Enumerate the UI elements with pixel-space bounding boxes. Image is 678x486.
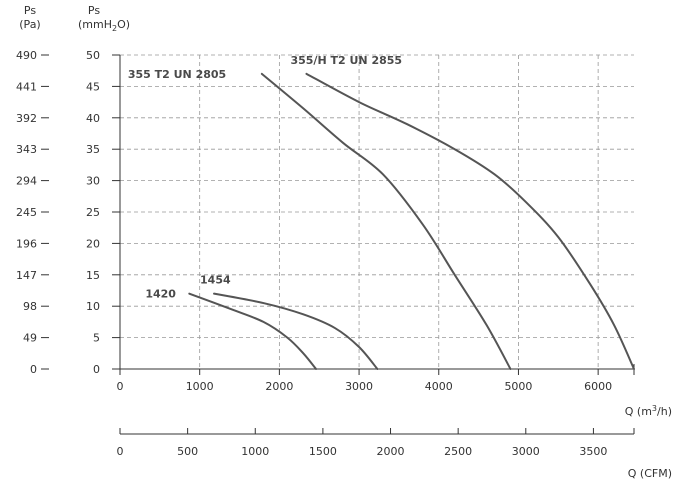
mmh2o-axis-title: Ps xyxy=(88,4,100,17)
mmh2o-tick-label: 15 xyxy=(86,269,100,282)
cfm-tick-label: 2000 xyxy=(377,445,405,458)
pa-tick-label: 245 xyxy=(16,206,37,219)
pa-tick-label: 490 xyxy=(16,49,37,62)
mmh2o-tick-label: 40 xyxy=(86,112,100,125)
mmh2o-axis-unit: (mmH2O) xyxy=(78,18,130,33)
cfm-tick-label: 0 xyxy=(117,445,124,458)
mmh2o-tick-label: 35 xyxy=(86,143,100,156)
x-tick-label: 6000 xyxy=(584,380,612,393)
cfm-tick-label: 2500 xyxy=(444,445,472,458)
x-axis-title: Q (m3/h) xyxy=(625,404,672,418)
mmh2o-tick-label: 50 xyxy=(86,49,100,62)
x-tick-label: 1000 xyxy=(186,380,214,393)
series-label: 1420 xyxy=(145,288,176,301)
pa-axis-unit: (Pa) xyxy=(19,18,40,31)
pa-axis-title: Ps xyxy=(24,4,36,17)
cfm-tick-label: 3500 xyxy=(579,445,607,458)
x-tick-label: 3000 xyxy=(345,380,373,393)
pa-tick-label: 343 xyxy=(16,143,37,156)
series-label: 355 T2 UN 2805 xyxy=(128,68,226,81)
mmh2o-tick-label: 0 xyxy=(93,363,100,376)
cfm-tick-label: 1500 xyxy=(309,445,337,458)
mmh2o-tick-label: 30 xyxy=(86,175,100,188)
x-tick-label: 2000 xyxy=(265,380,293,393)
labels: 0 0 49 5 98 10 147 15 196 20 245 25 294 30 343 35 392 40 4… xyxy=(16,4,672,480)
mmh2o-tick-label: 10 xyxy=(86,300,100,313)
pa-tick-label: 294 xyxy=(16,175,37,188)
pa-tick-label: 392 xyxy=(16,112,37,125)
x-tick-label: 5000 xyxy=(504,380,532,393)
series-curve xyxy=(305,72,635,370)
series-label: 1454 xyxy=(200,274,231,287)
pa-tick-label: 196 xyxy=(16,237,37,250)
x-tick-label: 4000 xyxy=(425,380,453,393)
cfm-tick-label: 1000 xyxy=(241,445,269,458)
gridlines xyxy=(120,54,634,369)
mmh2o-tick-label: 45 xyxy=(86,80,100,93)
cfm-tick-label: 3000 xyxy=(512,445,540,458)
pa-tick-label: 49 xyxy=(23,332,37,345)
series-label: 355/H T2 UN 2855 xyxy=(290,54,402,67)
cfm-tick-label: 500 xyxy=(177,445,198,458)
series-curve xyxy=(260,72,512,370)
axes xyxy=(41,54,635,435)
pa-tick-label: 98 xyxy=(23,300,37,313)
pa-tick-label: 441 xyxy=(16,80,37,93)
mmh2o-tick-label: 25 xyxy=(86,206,100,219)
x-tick-label: 0 xyxy=(117,380,124,393)
cfm-axis-title: Q (CFM) xyxy=(628,467,672,480)
pa-tick-label: 147 xyxy=(16,269,37,282)
mmh2o-tick-label: 20 xyxy=(86,237,100,250)
pa-tick-label: 0 xyxy=(30,363,37,376)
series-curve xyxy=(188,292,318,370)
series-curve xyxy=(213,292,379,370)
mmh2o-tick-label: 5 xyxy=(93,332,100,345)
curves xyxy=(188,72,635,370)
